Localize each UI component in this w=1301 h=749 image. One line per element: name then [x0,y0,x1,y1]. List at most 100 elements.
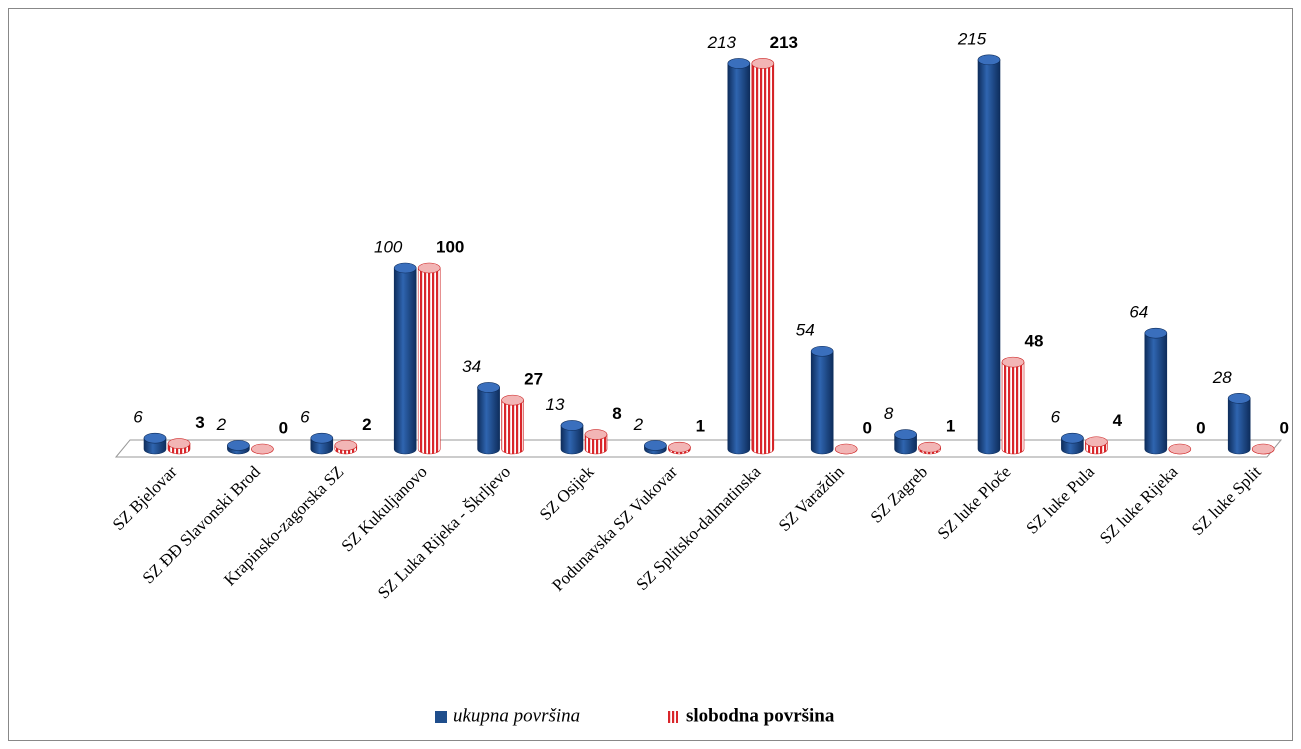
bar-top [1085,436,1108,448]
data-label: 2 [633,415,644,434]
bar [501,394,524,455]
bar-top [227,440,250,451]
bar-top [417,262,441,274]
data-label: 64 [1129,303,1148,322]
data-label: 3 [195,413,204,432]
bar [1085,436,1108,455]
bar [894,429,917,455]
bar-top [584,429,608,440]
data-label: 13 [546,395,565,414]
bar-top [310,432,334,444]
bar-top [977,54,1001,66]
bar-top [560,420,584,431]
bar-top [501,394,524,406]
data-label: 8 [884,404,894,423]
bar [727,58,751,455]
bar-top [393,262,417,274]
bar [1251,443,1275,455]
bar-top [1061,432,1084,444]
bar-top [918,441,941,453]
bar-body [1001,361,1025,455]
bar [751,58,775,455]
bar [393,262,417,455]
bar [668,441,691,455]
bar-top [1251,443,1275,455]
bar-top [834,443,858,455]
data-label: 34 [462,357,481,376]
legend-swatch [668,711,678,723]
bar-top [334,440,358,451]
bar [584,429,608,455]
bar-body [417,267,441,455]
bar [834,443,858,455]
bar [1001,356,1025,455]
bar-body [477,387,500,455]
bar [1227,393,1251,455]
bar-top [668,441,691,453]
bar [1168,443,1192,455]
data-label: 213 [707,33,737,52]
bar [810,345,834,455]
bar-body [751,63,775,455]
bar-body [1227,398,1251,455]
data-label: 0 [279,418,288,437]
data-label: 6 [300,408,310,427]
data-label: 0 [862,418,871,437]
bar-top [477,382,500,393]
data-label: 28 [1212,368,1232,387]
bar-body [1144,332,1168,455]
bar [560,420,584,455]
data-label: 100 [436,237,464,256]
bar-top [251,443,274,455]
bar-body [810,350,834,455]
bar-body [894,434,917,455]
data-label: 6 [133,408,143,427]
bar [477,382,500,455]
bar [977,54,1001,455]
bar [227,440,250,455]
bar-top [727,58,751,69]
bar-body [560,425,584,455]
data-label: 215 [957,29,987,48]
bar [143,432,167,455]
bar-body [393,267,417,455]
bar-top [644,440,667,451]
data-label: 1 [696,417,705,436]
data-label: 4 [1113,411,1123,430]
legend-label: ukupna površina [453,705,580,726]
bar [251,443,274,455]
legend-label: slobodna površina [686,705,835,726]
bar-body [977,59,1001,455]
bar-top [1168,443,1192,455]
data-label: 8 [612,404,621,423]
bar-top [1001,356,1025,368]
bar [310,432,334,455]
frame [8,8,1293,741]
bar-top [894,429,917,440]
bar-top [810,345,834,357]
bar [1144,327,1168,455]
bar-top [1144,327,1168,339]
bar [644,440,667,455]
bar-top [143,432,167,444]
bar [417,262,441,455]
bar-body [584,434,608,455]
data-label: 0 [1279,418,1288,437]
data-label: 54 [796,321,815,340]
data-label: 1 [946,417,955,436]
bar-body [727,63,751,455]
bar-body [501,399,524,455]
data-label: 2 [216,415,227,434]
legend-swatch [435,711,447,723]
bar [918,441,941,455]
bar-top [167,438,191,449]
bar [1061,432,1084,455]
data-label: 100 [374,237,403,256]
bar [167,438,191,455]
data-label: 27 [524,370,543,389]
bar [334,440,358,455]
data-label: 213 [770,33,798,52]
data-label: 6 [1051,408,1061,427]
data-label: 48 [1025,332,1044,351]
